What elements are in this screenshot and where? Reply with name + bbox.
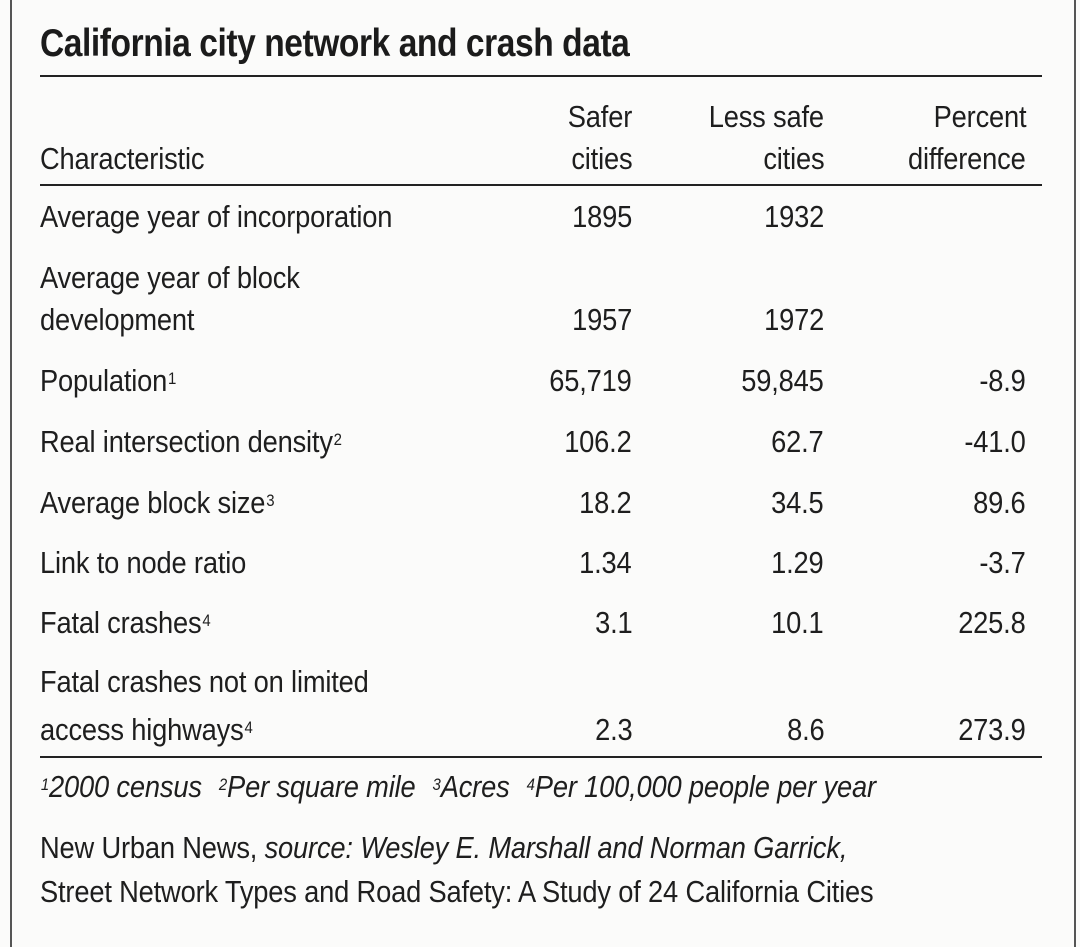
footnote-number: 4 [526, 775, 535, 794]
footnote-marker: 4 [244, 718, 253, 737]
row-label: access highways [40, 712, 244, 747]
row-safer-value: 1895 [572, 199, 632, 234]
table-title: California city network and crash data [40, 22, 630, 65]
footnote-marker: 3 [266, 491, 275, 510]
row-less-safe-value: 10.1 [771, 605, 825, 640]
source-credit: New Urban News, source: Wesley E. Marsha… [40, 826, 874, 914]
footnote: 4Per 100,000 people per year [526, 769, 876, 804]
footnote-text: Per square mile [227, 769, 416, 804]
header-safer-line1: Safer [567, 99, 633, 134]
row-less-safe-value: 1932 [764, 199, 824, 234]
footnote-marker: 1 [168, 369, 177, 388]
row-percent-value: 225.8 [958, 605, 1027, 640]
footnote-text: 2000 census [49, 769, 202, 804]
header-less-safe-line1: Less safe [708, 99, 824, 134]
footnotes: 12000 census 2Per square mile 3Acres 4Pe… [40, 766, 885, 807]
footnote-number: 2 [218, 775, 228, 794]
row-safer-value: 18.2 [579, 485, 633, 520]
credit-study-title: Street Network Types and Road Safety: A … [40, 874, 874, 909]
row-percent-value: -8.9 [979, 363, 1026, 398]
footnote: 3Acres [432, 769, 510, 804]
row-less-safe-value: 8.6 [786, 712, 825, 747]
header-safer-line2: cities [570, 141, 632, 176]
row-label: Link to node ratio [40, 545, 247, 580]
row-percent-value: -3.7 [979, 545, 1026, 580]
row-label-wrap: Real intersection density2 [40, 421, 342, 462]
title-rule [40, 75, 1042, 77]
header-rule [40, 184, 1042, 186]
right-border [1074, 0, 1076, 947]
row-label-line1: Fatal crashes not on limited [40, 664, 369, 699]
credit-publisher: New Urban News, [40, 830, 265, 865]
header-percent-line1: Percent [933, 99, 1026, 134]
footnote: 2Per square mile [218, 769, 416, 804]
row-label-wrap: Fatal crashes4 [40, 602, 211, 643]
row-safer-value: 65,719 [549, 363, 633, 398]
row-percent-value: 273.9 [958, 712, 1027, 747]
bottom-rule [40, 756, 1042, 758]
footnote-number: 1 [40, 775, 50, 794]
row-less-safe-value: 62.7 [771, 424, 825, 459]
header-less-safe-line2: cities [762, 141, 824, 176]
row-percent-value: -41.0 [964, 424, 1026, 459]
row-label: development [40, 302, 195, 337]
footnote-marker: 4 [202, 611, 211, 630]
credit-source: source: Wesley E. Marshall and Norman Ga… [264, 830, 848, 865]
footnote-number: 3 [432, 775, 441, 794]
row-label-wrap: Population1 [40, 360, 176, 401]
row-less-safe-value: 1972 [764, 302, 824, 337]
header-characteristic: Characteristic [40, 141, 205, 176]
footnote-text: Per 100,000 people per year [534, 769, 876, 804]
footnote-marker: 2 [333, 430, 342, 449]
row-label-line1: Average year of block [40, 260, 300, 295]
footnote-text: Acres [440, 769, 510, 804]
left-border [10, 0, 12, 947]
row-label: Fatal crashes [40, 605, 202, 640]
row-safer-value: 2.3 [594, 712, 633, 747]
row-label-wrap: access highways4 [40, 709, 253, 750]
row-label-wrap: Average block size3 [40, 482, 275, 523]
row-less-safe-value: 59,845 [741, 363, 825, 398]
row-safer-value: 1.34 [579, 545, 633, 580]
row-less-safe-value: 1.29 [771, 545, 825, 580]
row-safer-value: 106.2 [564, 424, 633, 459]
footnote: 12000 census [40, 769, 202, 804]
row-label: Real intersection density [40, 424, 333, 459]
row-safer-value: 3.1 [594, 605, 633, 640]
row-label: Average year of incorporation [40, 199, 393, 234]
row-safer-value: 1957 [572, 302, 632, 337]
row-label: Average block size [40, 485, 266, 520]
row-label: Population [40, 363, 168, 398]
row-less-safe-value: 34.5 [771, 485, 825, 520]
header-percent-line2: difference [908, 141, 1026, 176]
row-percent-value: 89.6 [973, 485, 1027, 520]
